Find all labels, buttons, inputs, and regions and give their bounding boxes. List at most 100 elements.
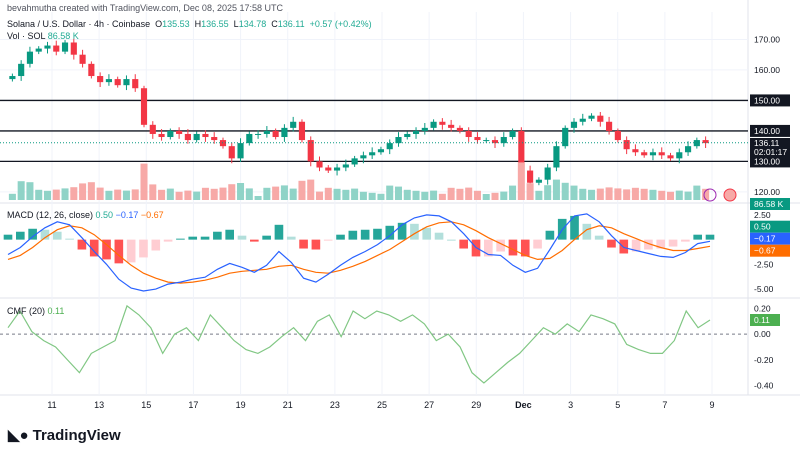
macd-histogram-bar: [52, 231, 62, 240]
candle-body: [176, 130, 183, 134]
candle-body: [404, 133, 411, 138]
macd-hist-value: 0.50: [95, 210, 114, 220]
macd-value-tag: [750, 232, 790, 245]
candle-body: [562, 127, 569, 147]
signal-value: −0.67: [140, 210, 164, 220]
macd-label[interactable]: MACD (12, 26, close): [7, 210, 94, 220]
level-label: 140.00: [754, 126, 780, 136]
candle-body: [9, 76, 16, 80]
tradingview-logo: ◣● TradingView: [8, 426, 121, 445]
volume-bar: [465, 187, 473, 200]
volume-bar: [289, 188, 297, 200]
volume-bar: [535, 190, 543, 200]
macd-histogram-bar: [484, 239, 493, 257]
macd-histogram-bar: [16, 231, 25, 240]
volume-bar: [333, 188, 341, 200]
macd-line: [7, 213, 711, 292]
macd-histogram-bar: [77, 239, 87, 250]
candle-body: [597, 115, 604, 122]
macd-histogram-bar: [139, 239, 148, 258]
time-tick-label: 23: [330, 400, 340, 410]
volume-bar: [237, 183, 245, 200]
macd-histogram-bar: [385, 225, 395, 240]
volume-bar: [175, 191, 183, 200]
volume-bar: [614, 188, 622, 200]
candle-body: [316, 161, 323, 168]
cmf-label[interactable]: CMF (20): [7, 306, 45, 316]
macd-histogram-bar: [348, 230, 358, 240]
time-tick-label: 3: [568, 400, 573, 410]
volume-bar: [456, 188, 464, 200]
candle-body: [97, 76, 104, 83]
volume-bar: [8, 193, 16, 200]
price-tick-label: 170.00: [754, 34, 780, 44]
volume-bar: [570, 185, 578, 200]
macd-histogram-bar: [656, 239, 666, 249]
level-label-bg: [750, 124, 790, 137]
volume-bar: [596, 188, 604, 200]
last-price-tag: [750, 138, 790, 157]
candle-body: [79, 54, 86, 64]
candle-body: [579, 118, 586, 122]
volume-bar: [17, 181, 25, 200]
candle-body: [158, 133, 165, 138]
price-tick-label: 120.00: [754, 187, 780, 197]
candle-body: [351, 158, 358, 165]
macd-histogram-bar: [434, 232, 444, 240]
macd-histogram-bar: [163, 239, 173, 242]
volume-bar: [184, 190, 192, 200]
macd-histogram-bar: [533, 239, 542, 249]
volume-bar: [394, 186, 402, 200]
candle-body: [342, 164, 349, 168]
candle-body: [18, 63, 25, 77]
cmf-line: [7, 304, 711, 384]
volume-bar: [526, 183, 534, 200]
macd-histogram-bar: [126, 239, 136, 263]
candle-body: [465, 130, 472, 138]
volume-bar: [517, 162, 525, 200]
macd-legend: MACD (12, 26, close) 0.50 −0.17 −0.67: [7, 210, 164, 221]
macd-histogram-bar: [262, 235, 271, 240]
volume-bar: [500, 191, 508, 200]
macd-histogram-bar: [570, 215, 579, 240]
candle-body: [132, 79, 139, 89]
volume-bar: [52, 189, 60, 200]
macd-histogram-bar: [681, 239, 690, 242]
volume-bar: [228, 184, 236, 200]
macd-histogram-bar: [496, 239, 505, 252]
macd-histogram-bar: [323, 239, 333, 241]
candle-body: [430, 121, 437, 128]
macd-tick-label: -2.50: [754, 259, 774, 269]
candle-body: [255, 133, 262, 135]
symbol-name[interactable]: Solana / U.S. Dollar · 4h · Coinbase: [7, 19, 151, 29]
volume-bar: [482, 194, 490, 200]
candle-body: [202, 133, 209, 138]
volume-bar: [26, 182, 34, 200]
candle-body: [474, 137, 481, 141]
volume-bar: [193, 191, 201, 200]
macd-histogram-bar: [508, 239, 518, 256]
macd-histogram-bar: [40, 229, 50, 240]
macd-histogram-bar: [545, 230, 555, 240]
candle-body: [298, 121, 306, 141]
candle-body: [140, 88, 148, 125]
volume-bar: [105, 190, 113, 200]
volume-bar: [702, 188, 710, 200]
time-tick-label: 11: [47, 400, 56, 410]
macd-histogram-bar: [274, 224, 284, 240]
macd-value-tag: [750, 244, 790, 257]
candle-body: [456, 127, 463, 131]
volume-bar: [667, 191, 675, 200]
macd-histogram-bar: [28, 228, 37, 240]
volume-bar: [579, 188, 587, 200]
volume-bar: [561, 182, 569, 200]
volume-bar: [149, 184, 157, 200]
volume-bar: [377, 193, 385, 200]
candle-body: [377, 149, 385, 153]
macd-histogram-bar: [188, 236, 198, 240]
macd-histogram-bar: [397, 222, 407, 240]
volume-bar: [368, 192, 376, 200]
macd-tick-label: -5.00: [754, 284, 774, 294]
candle-body: [658, 152, 665, 156]
